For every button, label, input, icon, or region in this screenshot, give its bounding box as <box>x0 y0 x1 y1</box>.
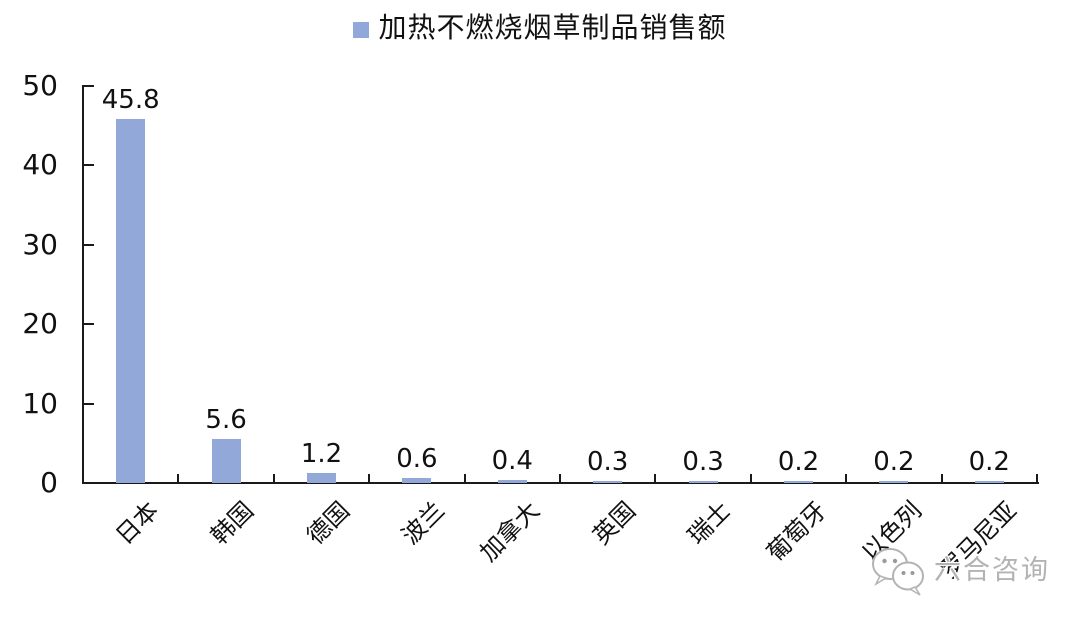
x-axis-tick <box>749 474 752 483</box>
x-axis-category-label: 德国 <box>300 496 355 551</box>
y-axis-tick <box>84 402 94 405</box>
x-axis-category-label: 瑞士 <box>682 496 737 551</box>
y-axis-tick <box>84 164 94 167</box>
y-axis-tick-label: 0 <box>40 466 58 499</box>
bar <box>688 480 718 483</box>
bar-value-label: 0.2 <box>777 447 820 478</box>
bar <box>211 438 241 483</box>
x-axis-tick <box>272 474 275 483</box>
y-axis-tick-label: 40 <box>22 148 58 182</box>
x-axis-line <box>82 482 1039 484</box>
bar-value-label: 5.6 <box>205 404 247 435</box>
x-axis-category-label: 日本 <box>110 496 164 551</box>
watermark-text: 六合咨询 <box>934 555 1050 586</box>
bar <box>784 481 813 483</box>
x-axis-tick <box>177 474 180 483</box>
bar-value-label: 0.2 <box>968 447 1010 478</box>
bar-value-label: 0.3 <box>587 446 629 477</box>
x-axis-tick <box>654 474 657 483</box>
x-axis-tick <box>940 474 943 483</box>
wechat-chat-bubbles-icon <box>872 548 924 596</box>
bar-value-label: 0.6 <box>396 444 438 475</box>
bar-value-label: 0.4 <box>491 445 533 476</box>
y-axis-tick-label: 10 <box>22 386 58 420</box>
bar <box>307 473 336 483</box>
x-axis-tick <box>368 474 371 483</box>
y-axis-tick-label: 50 <box>22 69 58 102</box>
x-axis-tick <box>559 474 561 483</box>
y-axis-tick <box>84 243 94 246</box>
y-axis-tick-label: 20 <box>22 307 58 341</box>
legend-color-swatch <box>353 21 370 38</box>
bar <box>974 481 1004 483</box>
bar-value-label: 0.2 <box>873 447 915 478</box>
y-axis-tick <box>84 323 94 326</box>
bar <box>116 119 146 483</box>
watermark: 六合咨询 <box>868 540 1068 606</box>
x-axis-tick <box>463 474 466 483</box>
y-axis-line <box>82 85 84 484</box>
x-axis-category-label: 英国 <box>587 496 641 551</box>
x-axis-tick <box>1036 474 1038 483</box>
y-axis-tick <box>84 482 94 484</box>
bar-value-label: 45.8 <box>101 85 160 116</box>
bar <box>497 479 527 483</box>
bar-value-label: 1.2 <box>300 439 343 470</box>
bar <box>593 480 623 483</box>
bar <box>402 478 432 483</box>
bar-value-label: 0.3 <box>682 446 724 477</box>
x-axis-category-label: 加拿大 <box>474 496 546 568</box>
y-axis-tick <box>84 85 94 87</box>
chart-legend: 加热不燃烧烟草制品销售额 <box>0 12 1080 44</box>
y-axis-tick-label: 30 <box>22 227 58 261</box>
x-axis-category-label: 葡萄牙 <box>760 496 832 568</box>
legend-label: 加热不燃烧烟草制品销售额 <box>378 11 727 44</box>
x-axis-category-label: 韩国 <box>205 496 260 551</box>
bar <box>879 481 909 483</box>
x-axis-category-label: 波兰 <box>396 496 450 551</box>
x-axis-tick <box>845 474 848 483</box>
